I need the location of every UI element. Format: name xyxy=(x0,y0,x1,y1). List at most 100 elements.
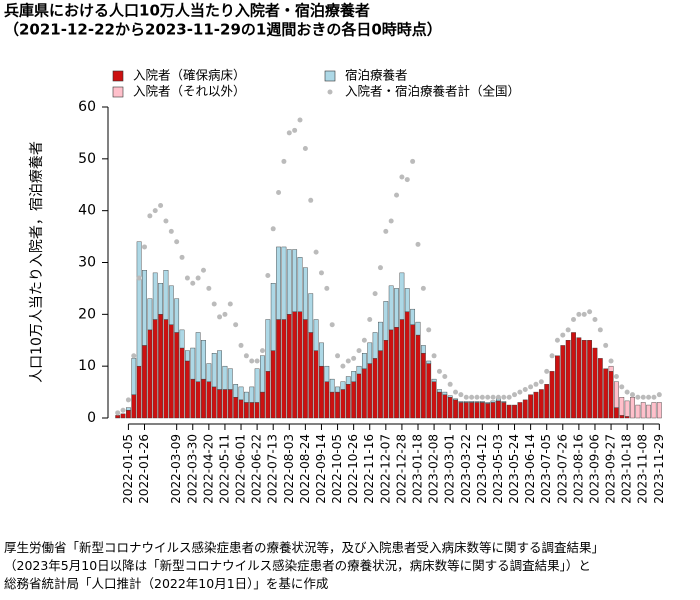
point xyxy=(640,394,646,400)
point xyxy=(152,208,158,214)
x-tick-label: 2023-03-01 xyxy=(443,434,457,504)
point xyxy=(276,190,282,196)
bar xyxy=(640,402,646,419)
bar xyxy=(463,402,469,419)
bar xyxy=(614,407,619,419)
bar xyxy=(324,381,330,419)
bar xyxy=(265,319,271,372)
bar xyxy=(238,399,244,419)
bar xyxy=(340,381,346,390)
bar xyxy=(142,345,147,419)
bar xyxy=(410,324,416,419)
bar xyxy=(249,402,255,419)
bar xyxy=(431,378,437,382)
bar xyxy=(201,340,206,380)
point xyxy=(576,311,582,317)
bar xyxy=(415,334,421,419)
point xyxy=(410,158,416,164)
bar xyxy=(174,332,180,419)
x-tick-label: 2022-05-11 xyxy=(217,434,231,504)
note: 厚生労働省「新型コロナウイルス感染症患者の療養状況等，及び入院患者受入病床数等に… xyxy=(4,540,605,555)
bar xyxy=(351,381,357,419)
point xyxy=(426,327,432,333)
bar xyxy=(458,402,464,419)
bar xyxy=(378,321,383,351)
point xyxy=(163,218,169,224)
legend-label: 入院者（それ以外） xyxy=(133,84,246,99)
bar xyxy=(447,397,453,419)
bar xyxy=(485,402,491,404)
point xyxy=(259,348,265,354)
bar xyxy=(533,391,539,419)
point xyxy=(147,213,153,219)
point xyxy=(233,322,239,328)
bar xyxy=(286,249,292,315)
bar xyxy=(549,371,555,419)
point xyxy=(495,394,501,400)
bar xyxy=(367,342,373,364)
point xyxy=(141,244,147,250)
point xyxy=(565,327,571,333)
bar xyxy=(560,345,566,419)
bar xyxy=(420,345,426,354)
bar xyxy=(249,386,255,403)
point xyxy=(512,392,518,398)
x-tick-label: 2022-11-16 xyxy=(362,434,376,504)
legend-marker xyxy=(327,89,333,95)
bar xyxy=(308,293,314,333)
x-tick-label: 2022-07-13 xyxy=(266,434,280,504)
point xyxy=(549,353,555,359)
point xyxy=(243,353,249,359)
point xyxy=(624,389,630,395)
bar xyxy=(179,347,185,419)
bar xyxy=(152,272,158,320)
bar xyxy=(399,319,405,419)
point xyxy=(174,239,180,245)
bar xyxy=(512,404,517,419)
point xyxy=(651,394,657,400)
chart: 兵庫県における人口10万人当たり入院者・宿泊療養者 （2021-12-22から2… xyxy=(4,2,666,504)
bar xyxy=(292,249,298,312)
bar xyxy=(260,391,265,419)
bar xyxy=(329,378,335,393)
point xyxy=(345,358,351,364)
bar xyxy=(152,319,158,419)
bar xyxy=(442,394,448,419)
bar xyxy=(222,389,228,419)
x-tick-label: 2022-06-22 xyxy=(250,434,264,504)
point xyxy=(533,381,539,387)
bar xyxy=(458,401,464,403)
point xyxy=(463,394,469,400)
bar xyxy=(463,401,469,403)
point xyxy=(200,267,206,273)
bar xyxy=(195,381,201,419)
bar xyxy=(211,386,217,419)
bar xyxy=(624,416,630,419)
bar xyxy=(292,311,298,419)
x-tick-label: 2022-09-14 xyxy=(314,434,328,504)
point xyxy=(206,285,212,291)
x-tick-label: 2023-08-16 xyxy=(571,434,585,504)
point xyxy=(522,386,528,392)
bar xyxy=(431,381,437,419)
bar xyxy=(131,394,137,419)
point xyxy=(399,174,405,180)
bar xyxy=(656,402,662,419)
bar xyxy=(185,360,190,419)
bar xyxy=(479,402,485,419)
x-tick-label: 2022-03-09 xyxy=(169,434,183,504)
bar xyxy=(453,398,458,401)
bar xyxy=(131,358,137,395)
bar xyxy=(469,401,475,403)
x-tick-label: 2023-05-03 xyxy=(491,434,505,504)
bar xyxy=(168,285,174,325)
point xyxy=(120,407,126,413)
bar xyxy=(469,402,475,419)
bar xyxy=(437,389,442,393)
point xyxy=(313,249,319,255)
bar xyxy=(120,413,126,419)
x-tick-label: 2023-11-08 xyxy=(636,434,650,504)
bar xyxy=(254,402,260,419)
point xyxy=(168,228,174,234)
bar xyxy=(485,403,491,419)
